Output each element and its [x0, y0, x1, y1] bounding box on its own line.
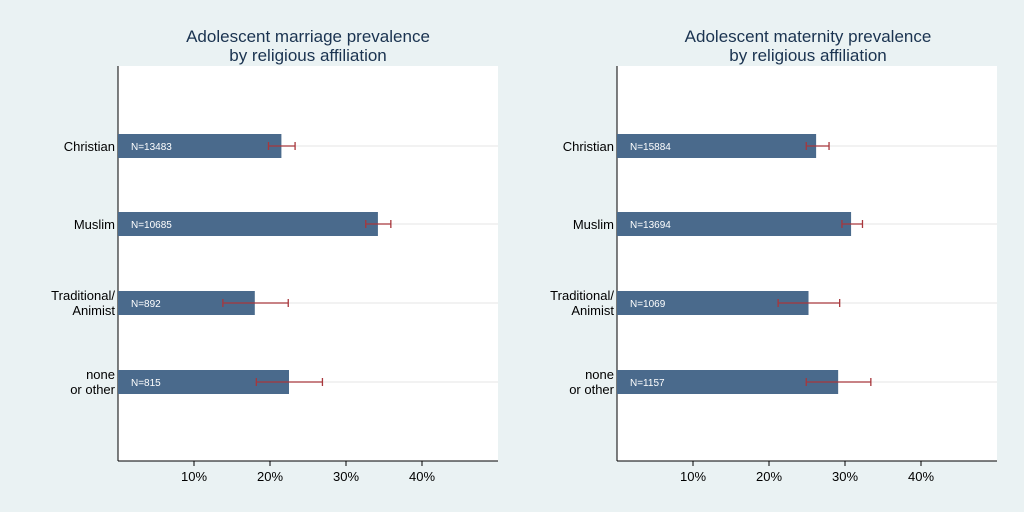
plot-area — [118, 66, 498, 461]
bar-label: N=1069 — [630, 299, 666, 310]
category-label: Muslim — [74, 217, 115, 232]
x-tick-label: 10% — [680, 469, 706, 484]
bar-label: N=815 — [131, 378, 161, 389]
x-tick-label: 40% — [409, 469, 435, 484]
category-label: Muslim — [573, 217, 614, 232]
category-label: Christian — [64, 139, 115, 154]
category-label: Traditional/ — [550, 288, 614, 303]
category-label: or other — [569, 382, 614, 397]
bar — [617, 370, 839, 394]
category-label: none — [86, 367, 115, 382]
x-tick-label: 30% — [333, 469, 359, 484]
category-label: Traditional/ — [51, 288, 115, 303]
bar — [617, 134, 817, 158]
category-label: or other — [70, 382, 115, 397]
bar — [617, 291, 809, 315]
chart-title-line: Adolescent maternity prevalence — [685, 27, 932, 46]
bar — [118, 134, 282, 158]
bar — [617, 212, 852, 236]
bar — [118, 212, 378, 236]
chart-title-line: by religious affiliation — [729, 46, 887, 65]
bar-label: N=13483 — [131, 142, 172, 153]
chart-title-line: by religious affiliation — [229, 46, 387, 65]
x-tick-label: 10% — [181, 469, 207, 484]
x-tick-label: 20% — [257, 469, 283, 484]
category-label: Animist — [72, 303, 115, 318]
bar-label: N=1157 — [630, 378, 665, 389]
x-tick-label: 30% — [832, 469, 858, 484]
plot-area — [617, 66, 997, 461]
bar-label: N=10685 — [131, 220, 172, 231]
category-label: Christian — [563, 139, 614, 154]
chart-title-line: Adolescent marriage prevalence — [186, 27, 430, 46]
x-tick-label: 20% — [756, 469, 782, 484]
x-tick-label: 40% — [908, 469, 934, 484]
bar-label: N=892 — [131, 299, 161, 310]
bar-label: N=13694 — [630, 220, 671, 231]
bar-label: N=15884 — [630, 142, 671, 153]
category-label: Animist — [571, 303, 614, 318]
category-label: none — [585, 367, 614, 382]
